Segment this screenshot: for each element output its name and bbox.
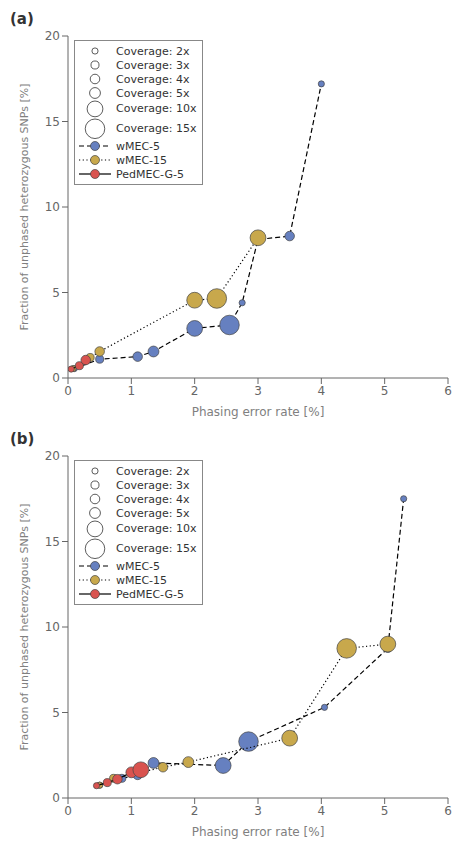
- html-text:Coverage: 5x: Coverage: 5x: [116, 86, 190, 100]
- svg-text:0: 0: [64, 804, 72, 818]
- html-text:PedMEC-G-5: PedMEC-G-5: [116, 587, 184, 601]
- svg-text:1: 1: [128, 384, 136, 398]
- svg-text:Phasing error rate [%]: Phasing error rate [%]: [192, 405, 325, 419]
- svg-text:5: 5: [381, 384, 389, 398]
- svg-text:3: 3: [254, 804, 262, 818]
- html-text:wMEC-5: wMEC-5: [116, 139, 161, 153]
- svg-text:6: 6: [444, 804, 452, 818]
- html-text:Coverage: 2x: Coverage: 2x: [116, 464, 190, 478]
- html-text:(a): (a): [10, 10, 34, 28]
- svg-text:5: 5: [52, 706, 60, 720]
- svg-text:4: 4: [318, 804, 326, 818]
- svg-text:0: 0: [52, 791, 60, 805]
- svg-text:0: 0: [52, 371, 60, 385]
- svg-text:15: 15: [45, 115, 60, 129]
- html-text:wMEC-15: wMEC-15: [116, 573, 168, 587]
- html-text:Coverage: 4x: Coverage: 4x: [116, 492, 190, 506]
- svg-text:2: 2: [191, 804, 199, 818]
- html-text:wMEC-5: wMEC-5: [116, 559, 161, 573]
- html-text:Coverage: 2x: Coverage: 2x: [116, 44, 190, 58]
- svg-text:Fraction of unphased heterozyg: Fraction of unphased heterozygous SNPs […: [18, 83, 31, 330]
- svg-text:5: 5: [381, 804, 389, 818]
- svg-text:5: 5: [52, 286, 60, 300]
- html-text:Coverage: 15x: Coverage: 15x: [116, 542, 197, 556]
- html-text:Coverage: 4x: Coverage: 4x: [116, 72, 190, 86]
- svg-text:6: 6: [444, 384, 452, 398]
- svg-text:3: 3: [254, 384, 262, 398]
- html-text:Coverage: 3x: Coverage: 3x: [116, 58, 190, 72]
- svg-text:0: 0: [64, 384, 72, 398]
- html-text:Coverage: 10x: Coverage: 10x: [116, 102, 197, 116]
- svg-text:20: 20: [45, 449, 60, 463]
- html-text:wMEC-15: wMEC-15: [116, 153, 168, 167]
- html-text:(b): (b): [10, 430, 35, 448]
- svg-text:2: 2: [191, 384, 199, 398]
- html-text:Coverage: 3x: Coverage: 3x: [116, 478, 190, 492]
- html-text:PedMEC-G-5: PedMEC-G-5: [116, 167, 184, 181]
- svg-text:10: 10: [45, 200, 60, 214]
- html-text:Coverage: 15x: Coverage: 15x: [116, 122, 197, 136]
- svg-text:10: 10: [45, 620, 60, 634]
- html-text:Coverage: 5x: Coverage: 5x: [116, 506, 190, 520]
- svg-text:1: 1: [128, 804, 136, 818]
- svg-text:Fraction of unphased heterozyg: Fraction of unphased heterozygous SNPs […: [18, 503, 31, 750]
- svg-text:4: 4: [318, 384, 326, 398]
- svg-text:Phasing error rate [%]: Phasing error rate [%]: [192, 825, 325, 839]
- svg-text:15: 15: [45, 535, 60, 549]
- svg-text:20: 20: [45, 29, 60, 43]
- html-text:Coverage: 10x: Coverage: 10x: [116, 522, 197, 536]
